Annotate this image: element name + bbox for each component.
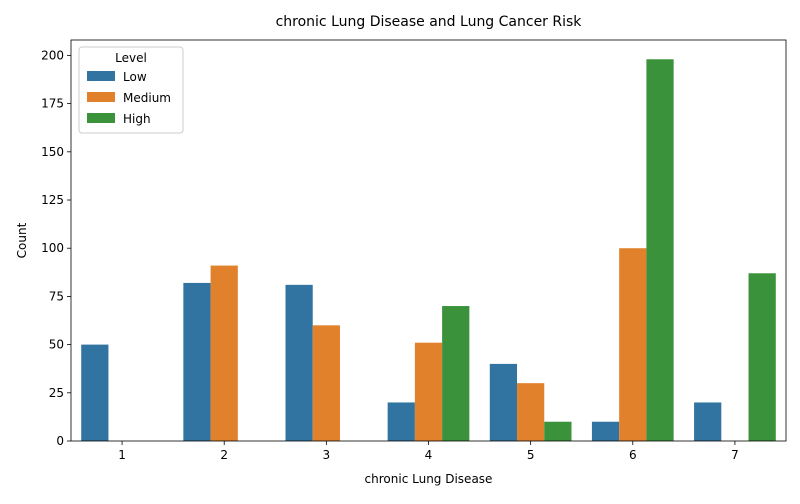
- y-tick-label: 0: [56, 434, 64, 448]
- bar-medium: [210, 265, 238, 441]
- y-tick-label: 25: [49, 386, 64, 400]
- legend-label: Medium: [123, 91, 171, 105]
- x-axis-label: chronic Lung Disease: [365, 472, 493, 486]
- y-axis-label: Count: [15, 222, 29, 258]
- bar-high: [646, 59, 674, 442]
- bar-low: [81, 344, 109, 441]
- bar-low: [591, 421, 620, 441]
- bar-medium: [414, 342, 443, 441]
- bar-medium: [517, 383, 545, 441]
- legend-label: Low: [123, 70, 147, 84]
- bar-low: [387, 402, 415, 441]
- x-tick-label: 4: [425, 448, 433, 462]
- bar-low: [183, 282, 211, 441]
- y-tick-label: 200: [41, 48, 64, 62]
- legend-swatch: [87, 92, 115, 102]
- chart-title: chronic Lung Disease and Lung Cancer Ris…: [276, 14, 583, 30]
- bar-high: [544, 421, 572, 441]
- x-tick-label: 7: [731, 448, 739, 462]
- y-tick-label: 100: [41, 241, 64, 255]
- bar-medium: [312, 325, 340, 441]
- bar-low: [694, 402, 722, 441]
- legend-swatch: [87, 113, 115, 123]
- y-tick-label: 150: [41, 145, 64, 159]
- legend-box: [78, 46, 184, 134]
- y-tick-label: 175: [41, 97, 64, 111]
- x-axis: 1 2 3 4 5 6 7: [118, 441, 739, 462]
- bar-high: [442, 306, 470, 441]
- y-axis: 0 25 50 75 100 125 150 175 200: [41, 48, 71, 448]
- y-tick-label: 75: [49, 289, 64, 303]
- bars-group: [81, 59, 776, 442]
- x-tick-label: 1: [118, 448, 126, 462]
- legend-label: High: [123, 112, 151, 126]
- bar-low: [285, 284, 313, 441]
- legend-title: Level: [115, 51, 147, 65]
- x-tick-label: 2: [220, 448, 228, 462]
- x-tick-label: 5: [527, 448, 535, 462]
- bar-medium: [619, 248, 647, 441]
- bar-low: [489, 363, 518, 441]
- plot-frame: [70, 39, 787, 442]
- x-tick-label: 3: [323, 448, 331, 462]
- legend-swatch: [87, 71, 115, 81]
- bar-high: [748, 273, 776, 441]
- legend: Level Low Medium High: [78, 46, 184, 134]
- y-tick-label: 125: [41, 193, 64, 207]
- x-tick-label: 6: [629, 448, 637, 462]
- y-tick-label: 50: [49, 338, 64, 352]
